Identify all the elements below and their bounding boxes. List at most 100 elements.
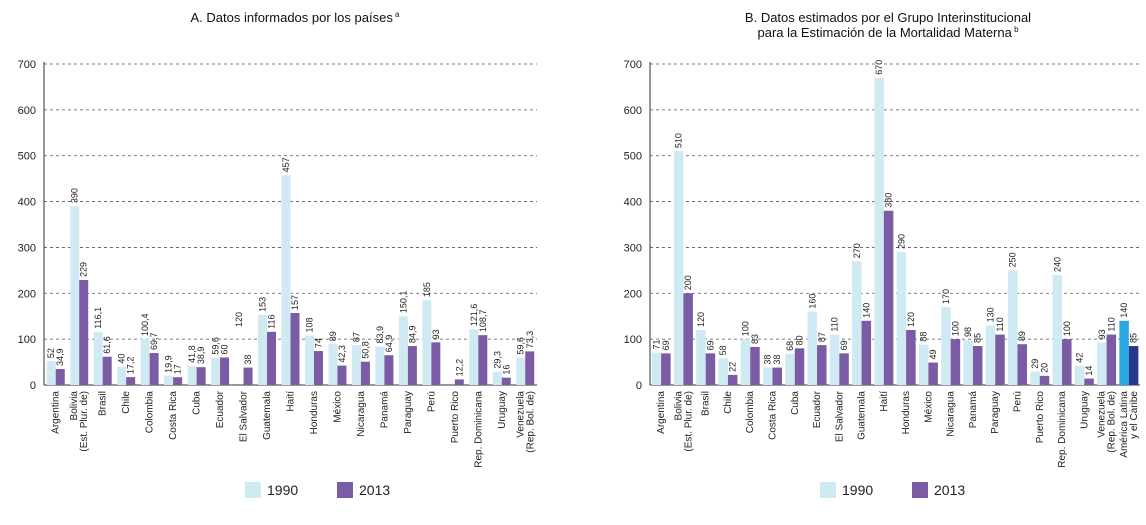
- chart-panel-b: B. Datos estimados por el Grupo Interins…: [624, 10, 1140, 498]
- x-category-label: Costa Rica: [768, 391, 779, 440]
- bar-2013: [478, 335, 488, 385]
- bar-2013: [290, 313, 300, 385]
- data-label: 100: [740, 321, 750, 336]
- bar-1990: [1074, 365, 1085, 385]
- legend-label-1990: 1990: [842, 482, 873, 498]
- x-category-label: Haití: [879, 391, 890, 412]
- data-label: 69: [839, 340, 849, 350]
- x-category-label: Panamá: [379, 391, 390, 429]
- x-category-label: México: [332, 391, 343, 423]
- bar-2013: [683, 293, 693, 385]
- x-category-label: Chile: [723, 391, 734, 414]
- data-label: 140: [861, 303, 871, 318]
- bar-1990: [718, 358, 728, 385]
- data-label: 16: [501, 365, 511, 375]
- data-label: 38,9: [196, 347, 206, 365]
- bar-1990: [211, 357, 221, 385]
- x-category-label: Puerto Rico: [450, 391, 461, 444]
- bar-2013: [883, 210, 894, 385]
- data-label: 120: [906, 312, 916, 327]
- bar-2013: [102, 356, 112, 385]
- bar-1990: [164, 375, 174, 385]
- y-tick-label: 100: [624, 334, 642, 346]
- bar-2013: [1128, 346, 1139, 385]
- x-category-label: Bolivia: [69, 391, 80, 421]
- data-label: 29: [1030, 359, 1040, 369]
- bar-2013: [1062, 339, 1072, 385]
- bar-1990: [93, 331, 103, 385]
- x-category-label: Guatemala: [857, 391, 868, 440]
- data-label: 58: [718, 345, 728, 355]
- legend-label-2013: 2013: [934, 482, 965, 498]
- data-label: 68: [785, 341, 795, 351]
- y-tick-label: 0: [30, 380, 36, 392]
- data-label: 170: [941, 289, 951, 304]
- data-label: 42: [1075, 353, 1085, 363]
- bar-2013: [750, 346, 760, 385]
- y-tick-label: 300: [18, 242, 36, 254]
- x-category-label: Cuba: [192, 391, 203, 415]
- legend-swatch-2013: [912, 482, 928, 498]
- bar-2013: [1106, 334, 1117, 385]
- bar-1990: [829, 334, 840, 385]
- bar-2013: [407, 346, 417, 385]
- x-category-label: Colombia: [145, 391, 156, 434]
- data-label: 185: [422, 282, 432, 297]
- bar-1990: [469, 329, 479, 385]
- x-category-label: Uruguay: [497, 391, 508, 429]
- bar-2013: [501, 377, 511, 385]
- y-tick-label: 400: [624, 197, 642, 209]
- x-category-label: Nicaragua: [946, 391, 957, 437]
- data-label: 87: [351, 332, 361, 342]
- data-label: 73,3: [525, 331, 535, 349]
- bar-2013: [705, 353, 716, 385]
- data-label: 50,8: [360, 341, 370, 359]
- x-category-label: Nicaragua: [356, 391, 367, 437]
- bar-1990: [46, 361, 56, 385]
- x-category-label: (Rep. Bol. de): [1107, 391, 1118, 453]
- bar-2013: [1017, 344, 1027, 385]
- data-label: 34,9: [55, 348, 65, 366]
- data-label: 229: [79, 262, 89, 277]
- bar-2013: [950, 339, 961, 385]
- x-category-label: Argentina: [51, 391, 62, 434]
- data-label: 200: [683, 275, 693, 290]
- data-label: 22: [728, 362, 738, 372]
- bar-2013: [1084, 378, 1094, 385]
- bar-1990: [985, 325, 996, 385]
- data-label: 17: [173, 364, 183, 374]
- x-category-label: Cuba: [790, 391, 801, 415]
- data-label: 160: [807, 294, 817, 309]
- bar-2013: [267, 331, 277, 385]
- chart-panel-a: A. Datos informados por los países a 0 100…: [18, 10, 537, 498]
- bar-1990: [1097, 342, 1107, 385]
- legend-swatch-2013: [337, 482, 353, 498]
- data-label: 290: [896, 234, 906, 249]
- data-label: 71: [651, 339, 661, 349]
- x-category-label: Puerto Rico: [1035, 391, 1046, 444]
- data-label: 59,6: [211, 337, 221, 355]
- bar-1990: [963, 340, 973, 385]
- data-label: 84,9: [407, 326, 417, 344]
- data-label: 153: [258, 297, 268, 312]
- data-label: 140: [1119, 303, 1129, 318]
- bar-2013: [337, 365, 347, 385]
- bar-2013: [794, 348, 805, 385]
- bar-2013: [995, 334, 1005, 385]
- data-label: 83,9: [375, 326, 385, 344]
- bar-1990: [918, 344, 929, 385]
- bar-2013: [126, 377, 136, 385]
- data-label: 64,9: [384, 335, 394, 353]
- bar-2013: [525, 351, 535, 385]
- data-label: 89: [328, 331, 338, 341]
- data-label: 270: [852, 243, 862, 258]
- data-label: 89: [1017, 331, 1027, 341]
- bar-1990: [398, 316, 408, 385]
- data-label: 457: [281, 157, 291, 172]
- bar-2013: [661, 353, 671, 385]
- data-label: 42,3: [337, 345, 347, 363]
- y-tick-label: 200: [18, 288, 36, 300]
- bar-1990: [673, 151, 684, 385]
- legend-swatch-1990: [245, 482, 261, 498]
- x-category-label: Costa Rica: [168, 391, 179, 440]
